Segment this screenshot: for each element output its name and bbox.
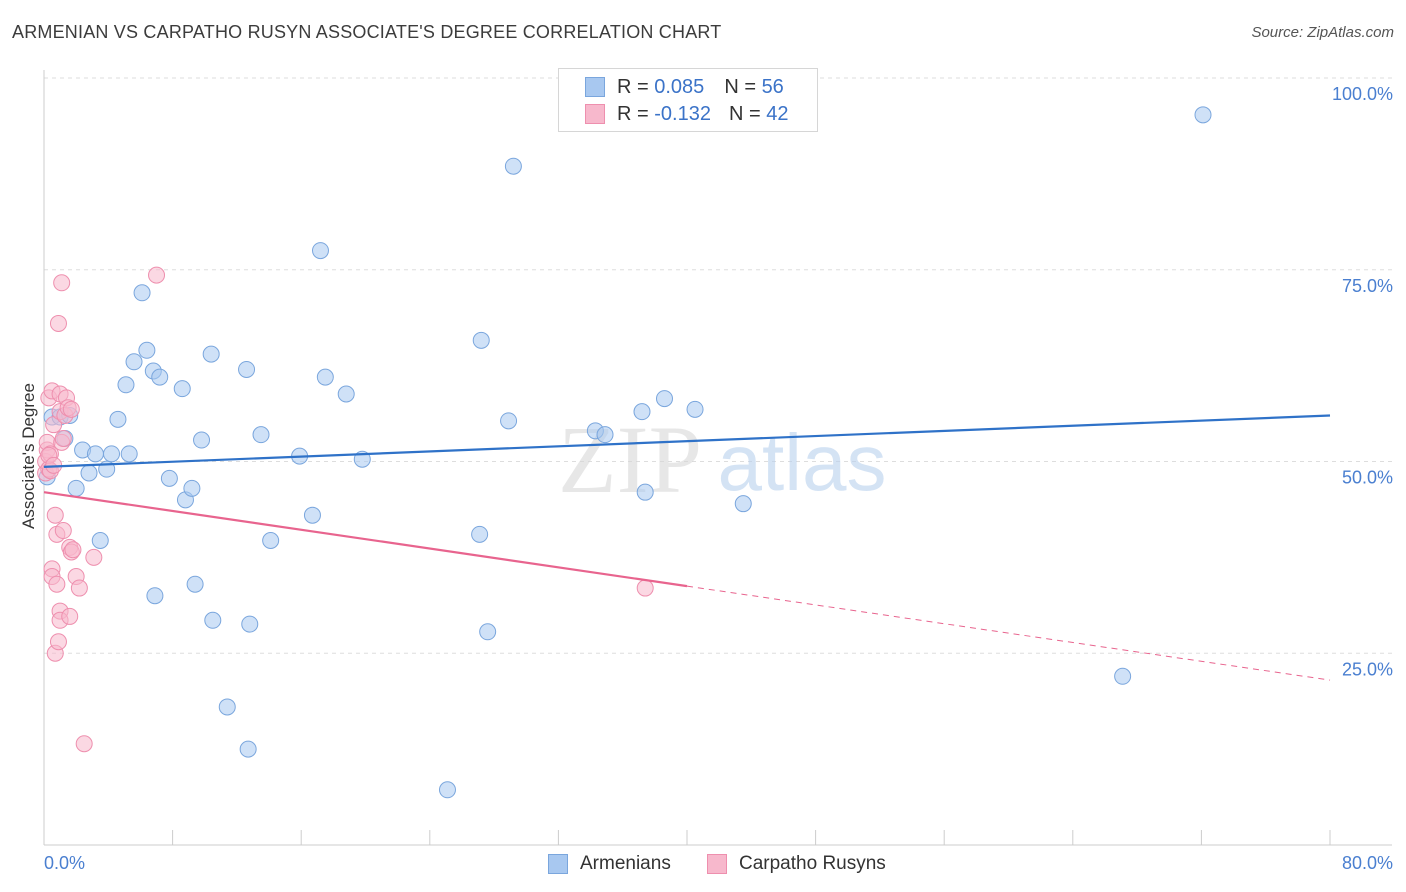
armenian-point xyxy=(472,331,490,349)
watermark: ZIP atlas xyxy=(558,406,886,513)
legend: R = 0.085 N = 56 R = -0.132 N = 42 xyxy=(558,68,818,132)
legend-row-rusyns: R = -0.132 N = 42 xyxy=(585,102,788,126)
armenian-point xyxy=(91,532,109,550)
legend-r-label: R = xyxy=(617,102,649,125)
legend-n-value: 42 xyxy=(766,102,789,125)
rusyn-point xyxy=(46,506,64,524)
armenian-point xyxy=(186,575,204,593)
watermark-atlas: atlas xyxy=(718,418,887,507)
armenian-point xyxy=(125,353,143,371)
chart-title: ARMENIAN VS CARPATHO RUSYN ASSOCIATE'S D… xyxy=(12,22,722,42)
watermark-zip: ZIP xyxy=(558,406,702,513)
armenian-trend-line xyxy=(43,414,1331,468)
armenian-point xyxy=(303,506,321,524)
rusyn-point xyxy=(61,607,79,625)
y-axis-title: Associate's Degree xyxy=(19,383,38,529)
armenian-point xyxy=(1194,106,1212,124)
rusyn-trend-line-extension xyxy=(686,585,1331,681)
rusyn-point xyxy=(70,579,88,597)
y-tick-label: 100.0% xyxy=(1332,84,1393,104)
bottom-legend-rusyns: Carpatho Rusyns xyxy=(707,852,886,876)
armenian-point xyxy=(146,587,164,605)
legend-r-value: 0.085 xyxy=(654,75,705,98)
armenian-point xyxy=(133,284,151,302)
legend-n-value: 56 xyxy=(761,75,784,98)
armenian-point xyxy=(193,431,211,449)
armenian-point xyxy=(202,345,220,363)
armenian-point xyxy=(117,376,135,394)
armenian-point xyxy=(252,426,270,444)
armenian-point xyxy=(596,426,614,444)
armenian-point xyxy=(262,532,280,550)
rusyn-point xyxy=(636,579,654,597)
legend-swatch-armenians xyxy=(585,77,605,97)
legend-n-label: N = xyxy=(724,75,756,98)
bottom-legend-label: Carpatho Rusyns xyxy=(739,853,886,874)
armenian-point xyxy=(109,410,127,428)
rusyn-point xyxy=(48,575,66,593)
armenian-point xyxy=(686,400,704,418)
armenian-point xyxy=(337,385,355,403)
armenian-point xyxy=(120,445,138,463)
armenian-point xyxy=(183,479,201,497)
armenian-point xyxy=(67,479,85,497)
y-tick-label: 25.0% xyxy=(1342,659,1393,679)
rusyn-point xyxy=(148,266,166,284)
armenian-point xyxy=(504,157,522,175)
armenian-point xyxy=(734,495,752,513)
x-tick-label: 0.0% xyxy=(44,853,85,873)
armenian-point xyxy=(479,623,497,641)
legend-n-label: N = xyxy=(728,102,761,125)
y-tick-label: 50.0% xyxy=(1342,468,1393,488)
armenian-point xyxy=(655,390,673,408)
rusyn-point xyxy=(49,633,67,651)
x-tick-label: 80.0% xyxy=(1342,853,1393,873)
rusyn-point xyxy=(53,274,71,292)
armenian-point xyxy=(471,525,489,543)
armenian-point xyxy=(500,412,518,430)
armenian-point xyxy=(633,403,651,421)
armenian-point xyxy=(86,445,104,463)
armenian-point xyxy=(80,464,98,482)
legend-r-value: -0.132 xyxy=(654,102,711,125)
armenian-point xyxy=(241,615,259,633)
armenian-point xyxy=(103,445,121,463)
bottom-legend-armenians: Armenians xyxy=(548,852,671,876)
armenian-point xyxy=(438,781,456,799)
rusyn-point xyxy=(75,735,93,753)
rusyn-point xyxy=(49,314,67,332)
armenian-point xyxy=(1114,667,1132,685)
armenian-point xyxy=(239,740,257,758)
rusyn-point xyxy=(85,548,103,566)
points-layer xyxy=(37,106,1212,799)
rusyn-point xyxy=(62,400,80,418)
legend-swatch-rusyns xyxy=(585,104,605,124)
bottom-legend-swatch-rusyns xyxy=(707,854,727,874)
armenian-point xyxy=(238,360,256,378)
bottom-legend-label: Armenians xyxy=(580,853,671,874)
legend-row-armenians: R = 0.085 N = 56 xyxy=(585,75,784,99)
armenian-point xyxy=(160,469,178,487)
rusyn-trend-line xyxy=(43,491,688,588)
armenian-point xyxy=(173,380,191,398)
rusyn-point xyxy=(54,429,72,447)
labels-layer: 25.0% 50.0% 75.0% 100.0% 0.0% 80.0% Associate'… xyxy=(19,84,1393,873)
trend-layer xyxy=(43,414,1331,681)
armenian-point xyxy=(151,368,169,386)
armenian-point xyxy=(636,483,654,501)
armenian-point xyxy=(204,611,222,629)
source-note: Source: ZipAtlas.com xyxy=(1251,24,1394,41)
bottom-legend-swatch-armenians xyxy=(548,854,568,874)
armenian-point xyxy=(316,368,334,386)
rusyn-point xyxy=(54,522,72,540)
y-tick-label: 75.0% xyxy=(1342,276,1393,296)
rusyn-point xyxy=(64,541,82,559)
armenian-point xyxy=(138,341,156,359)
armenian-point xyxy=(218,698,236,716)
armenian-point xyxy=(311,242,329,260)
legend-r-label: R = xyxy=(617,75,649,98)
